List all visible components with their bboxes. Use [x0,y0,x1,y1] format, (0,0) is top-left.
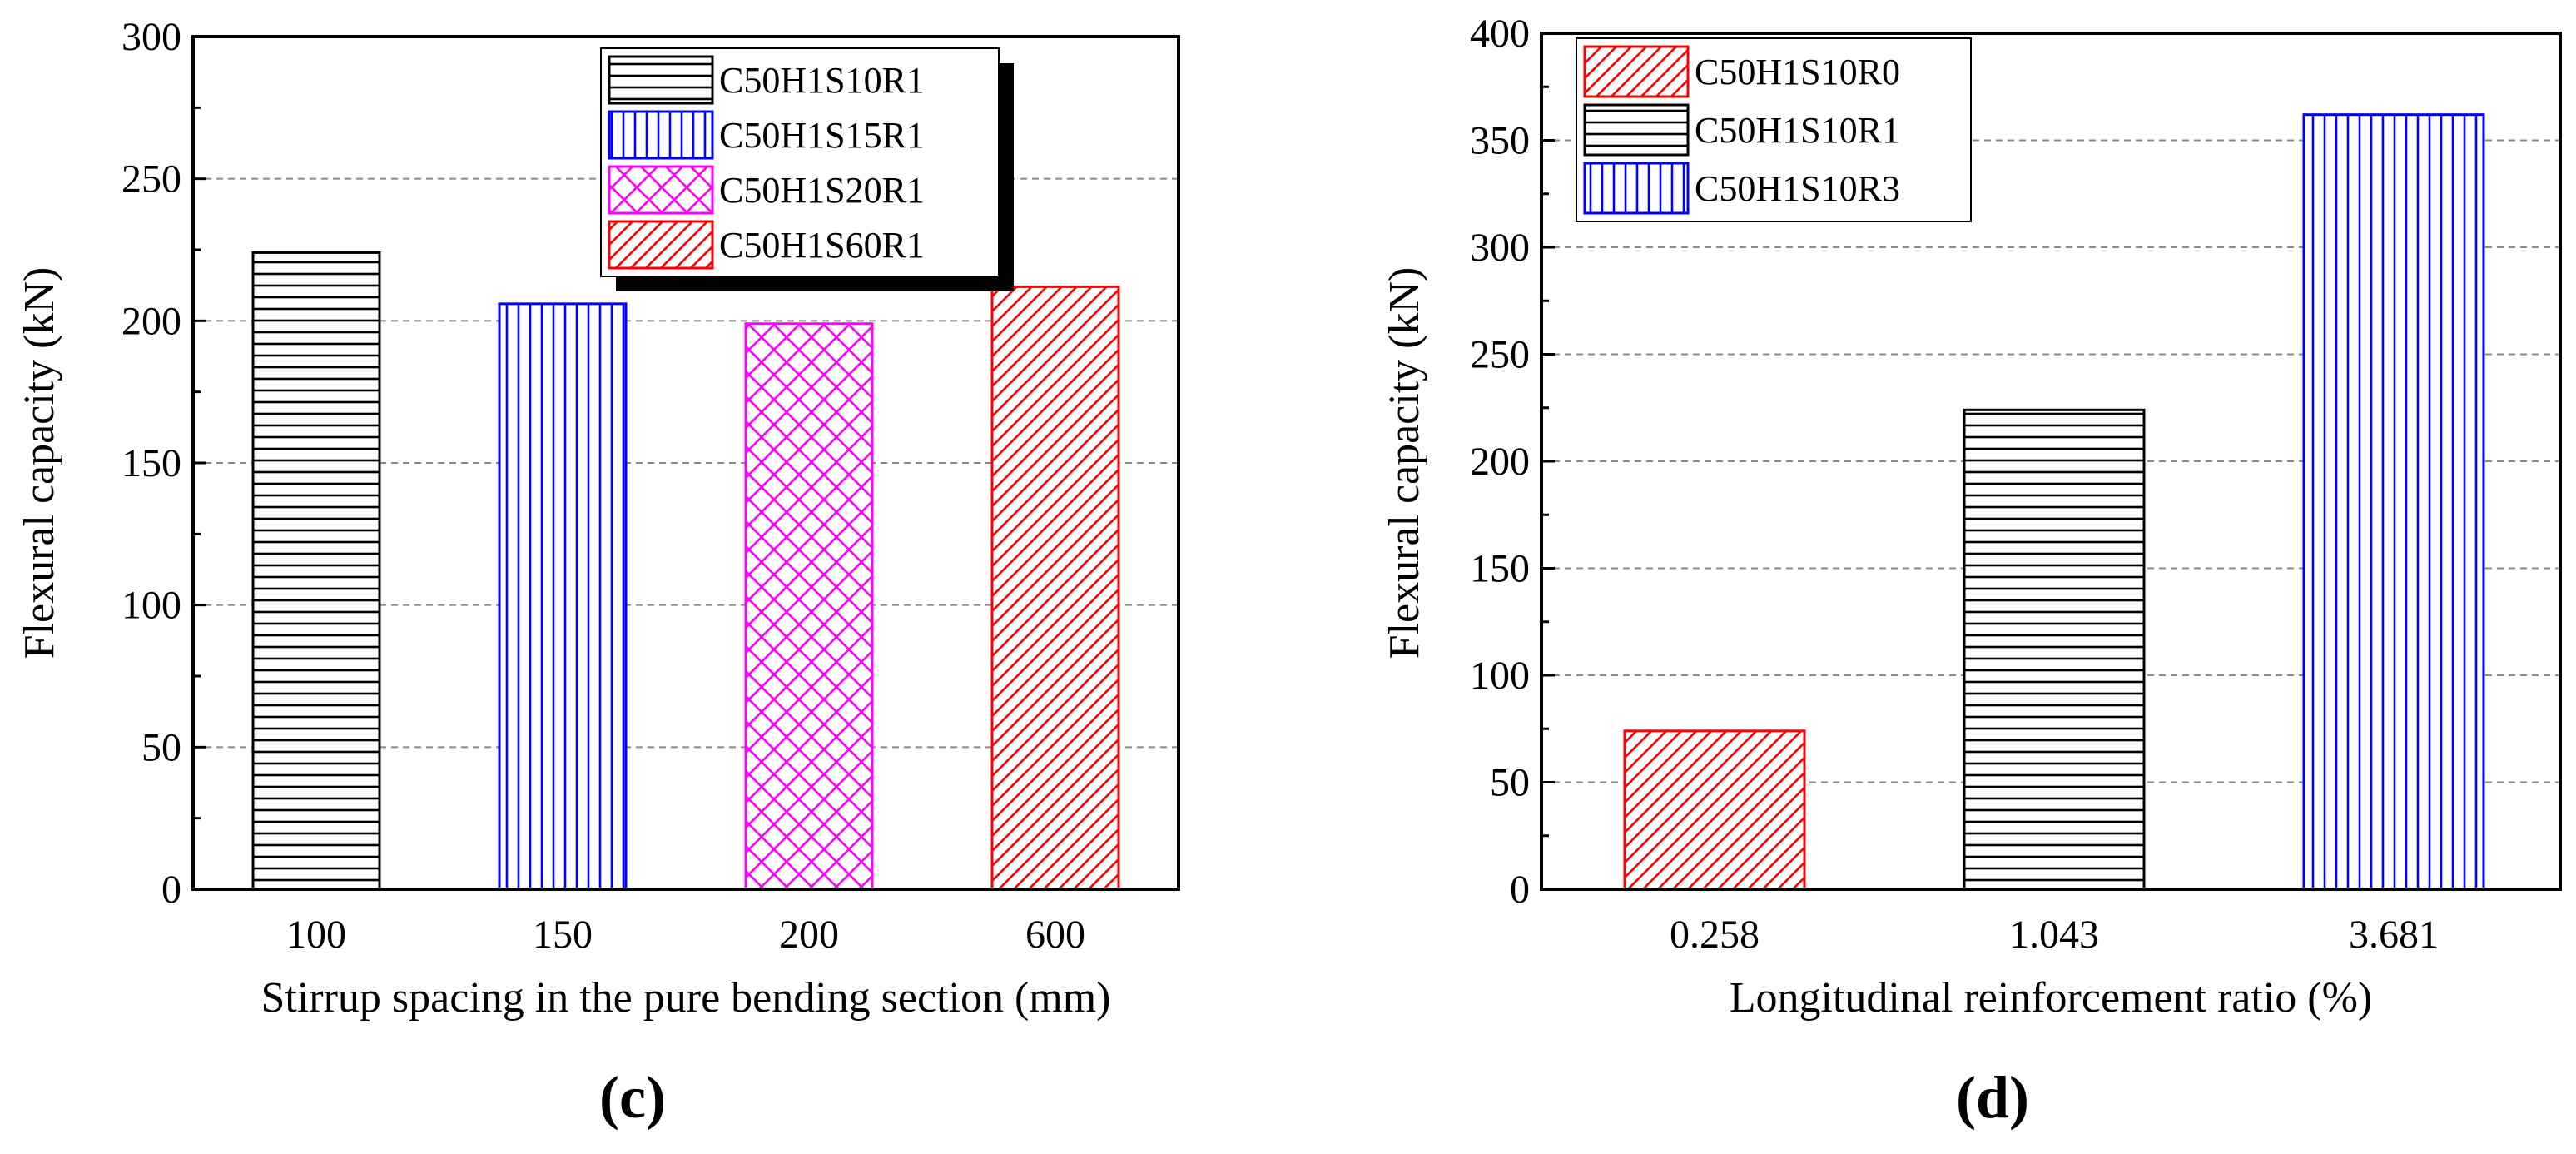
legend-swatch [1583,103,1690,157]
legend: C50H1S10R1 C50H1S15R1 C50H1S20R1 C50H1S60R1 [600,47,1014,291]
x-axis-title: Stirrup spacing in the pure bending sect… [261,974,1110,1022]
y-tick-label: 0 [1510,868,1530,912]
legend-label-C50H1S10R3: C50H1S10R3 [1695,168,1900,209]
y-tick-label: 200 [122,299,181,343]
bar-200 [744,322,874,891]
bar-150 [498,302,628,891]
y-tick-label: 100 [1470,654,1530,698]
panel-label-c: (c) [599,1064,666,1131]
x-tick-label: 3.681 [2349,913,2439,957]
y-tick-label: 350 [1470,119,1530,163]
x-tick-label: 150 [533,913,593,957]
x-tick-label: 600 [1025,913,1085,957]
legend-label-C50H1S10R0: C50H1S10R0 [1695,52,1900,92]
chart-panel-d: 0 50 100 150 200 250 300 350 400 0.258 1.043 3.681… [1381,12,2562,1131]
y-tick-label: 50 [1490,761,1530,805]
legend-swatch [1583,45,1690,98]
x-tick-label: 0.258 [1670,913,1760,957]
y-tick-label: 50 [141,725,181,769]
y-tick-label: 200 [1470,440,1530,484]
y-tick-label: 300 [122,15,181,59]
legend-label-C50H1S60R1: C50H1S60R1 [719,225,925,266]
x-tick-label: 100 [286,913,346,957]
bar-0.258 [1623,729,1806,891]
legend-swatch [1583,162,1690,215]
bar-600 [990,285,1120,891]
legend-swatch [608,55,714,105]
y-tick-label: 250 [122,157,181,201]
chart-panel-c: 0 50 100 150 200 250 300 100 150 200 600 Stirrup … [16,15,1180,1131]
legend-swatch [608,110,714,160]
legend-label-C50H1S10R1: C50H1S10R1 [1695,110,1900,151]
legend-label-C50H1S20R1: C50H1S20R1 [719,170,925,211]
bar-1.043 [1963,408,2146,891]
panel-label-d: (d) [1956,1064,2029,1131]
legend-swatch [608,165,714,215]
x-axis-title: Longitudinal reinforcement ratio (%) [1730,974,2372,1022]
y-axis-ticks: 0 50 100 150 200 250 300 350 400 [1470,12,1555,912]
x-tick-label: 200 [779,913,839,957]
bars [251,251,1120,891]
bar-3.681 [2302,113,2485,891]
legend-swatch [608,220,714,270]
y-tick-label: 150 [1470,547,1530,591]
y-tick-label: 250 [1470,333,1530,377]
legend-label-C50H1S15R1: C50H1S15R1 [719,115,925,156]
y-tick-label: 300 [1470,226,1530,270]
x-axis-ticks: 100 150 200 600 [286,913,1085,957]
y-axis-title: Flexural capacity (kN) [1381,267,1428,659]
y-tick-label: 100 [122,584,181,628]
y-axis-title: Flexural capacity (kN) [16,267,63,659]
legend-label-C50H1S10R1: C50H1S10R1 [719,60,925,101]
y-tick-label: 400 [1470,12,1530,56]
y-tick-label: 0 [161,868,181,912]
y-axis-ticks: 0 50 100 150 200 250 300 [122,15,206,912]
x-axis-ticks: 0.258 1.043 3.681 [1670,913,2439,957]
legend: C50H1S10R0 C50H1S10R1 C50H1S10R3 [1576,37,1972,222]
y-tick-label: 150 [122,441,181,485]
x-tick-label: 1.043 [2009,913,2099,957]
bar-100 [251,251,381,891]
bars [1623,113,2485,891]
